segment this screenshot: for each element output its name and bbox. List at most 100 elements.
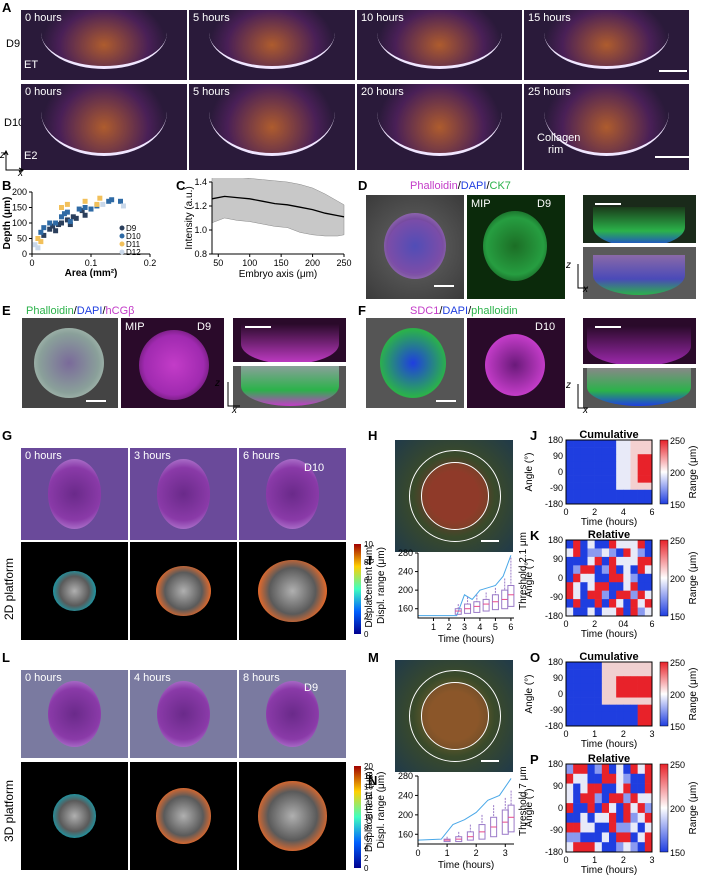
heatmap-cell	[644, 711, 653, 720]
data-point	[64, 201, 70, 207]
side-label: Displacement (μm)	[364, 768, 375, 852]
panel-label-i: I	[368, 553, 372, 568]
heatmap-cell	[630, 556, 638, 566]
heatmap-cell	[644, 803, 653, 814]
heatmap-cell	[566, 454, 574, 462]
heatmap-cell	[616, 812, 624, 823]
box	[466, 831, 474, 841]
heatmap-cell	[587, 582, 595, 591]
heatmap-cell	[637, 842, 646, 853]
heatmap-cell	[616, 793, 624, 804]
colorbar-tick: 200	[670, 804, 685, 814]
tick-label: 90	[553, 781, 563, 791]
heatmap-cell	[644, 447, 653, 455]
tick-label: -180	[545, 721, 563, 731]
colorbar-label: Range (μm)	[688, 668, 699, 721]
heatmap-cell	[623, 548, 631, 558]
heatmap-cell	[623, 482, 631, 491]
heatmap-cell	[573, 440, 581, 448]
heatmap-cell	[587, 662, 595, 670]
e2-label: E2	[24, 150, 38, 162]
heatmap-cell	[580, 482, 588, 491]
heatmap-cell	[644, 590, 653, 600]
data-point	[47, 226, 53, 232]
heatmap-cell	[630, 832, 638, 843]
heatmap-frame	[565, 763, 653, 853]
heatmap-cell	[594, 447, 603, 455]
heatmap-cell	[644, 793, 653, 804]
legend-marker	[119, 241, 125, 247]
heatmap-cell	[644, 718, 653, 727]
heatmap-cell	[644, 482, 653, 491]
heatmap-cell	[609, 496, 617, 505]
heatmap-cell	[587, 783, 595, 794]
heatmap-cell	[630, 447, 638, 455]
heatmap-cell	[594, 690, 603, 698]
data-point	[64, 209, 70, 215]
heatmap-cell	[637, 475, 646, 483]
heatmap-cell	[587, 793, 595, 804]
heatmap-cell	[623, 793, 631, 804]
heatmap-cell	[587, 461, 595, 469]
data-point	[41, 225, 47, 231]
heatmap-cell	[594, 711, 603, 720]
heatmap-cell	[616, 475, 624, 483]
y-axis-label: Angle (°)	[524, 558, 535, 597]
tick-label: 2	[446, 622, 451, 632]
heatmap-cell	[601, 565, 610, 575]
heatmap-cell	[587, 803, 595, 814]
tick-label: 0	[563, 855, 568, 865]
panel-label-o: O	[530, 650, 541, 665]
heatmap-cell	[573, 832, 581, 843]
tick-label: 0	[563, 507, 568, 517]
heatmap-cell	[601, 489, 610, 498]
heatmap-cell	[609, 669, 617, 677]
heatmap-cell	[644, 690, 653, 698]
heatmap-cell	[594, 842, 603, 853]
x-axis-label: Time (hours)	[581, 517, 637, 528]
heatmap-cell	[601, 711, 610, 720]
colorbar-gradient	[354, 544, 361, 634]
heatmap-cell	[623, 454, 631, 462]
heatmap-cell	[644, 764, 653, 775]
heatmap-cell	[587, 822, 595, 833]
mip-label: MIP	[125, 321, 145, 333]
time-label: 6 hours	[243, 450, 280, 462]
x-axis-label: Embryo axis (μm)	[239, 269, 318, 280]
heatmap-cell	[566, 711, 574, 720]
data-point	[35, 245, 41, 251]
panel-label-k: K	[530, 528, 540, 543]
data-point	[50, 223, 56, 229]
heatmap-cell	[637, 496, 646, 505]
zx-axes-icon	[577, 384, 588, 409]
heatmap-cell	[573, 461, 581, 469]
heatmap-cell	[644, 540, 653, 549]
heatmap-cell	[573, 812, 581, 823]
heatmap-cell	[566, 482, 574, 491]
heatmap-cell	[580, 822, 588, 833]
y-axis-label: Depth (μm)	[2, 197, 13, 250]
heatmap-cell	[566, 690, 574, 698]
heatmap-cell	[609, 582, 617, 591]
heatmap-cell	[630, 812, 638, 823]
heatmap-cell	[573, 676, 581, 684]
heatmap-cell	[594, 662, 603, 670]
tick-label: 2	[474, 848, 479, 858]
heatmap-cell	[623, 540, 631, 549]
heatmap-cell	[616, 582, 624, 591]
heatmap-cell	[587, 669, 595, 677]
tick-label: 100	[242, 258, 257, 268]
heatmap-frame	[565, 661, 653, 727]
heatmap-cell	[601, 793, 610, 804]
heatmap-cell	[623, 773, 631, 784]
heatmap-cell	[573, 793, 581, 804]
heatmap-cell	[609, 842, 617, 853]
heatmap-cell	[616, 803, 624, 814]
heatmap-cell	[573, 683, 581, 691]
y-axis-label: Intensity (a.u.)	[184, 186, 195, 249]
heatmap-cell	[580, 812, 588, 823]
heatmap-cell	[616, 447, 624, 455]
heatmap-cell	[623, 489, 631, 498]
heatmap-cell	[609, 475, 617, 483]
